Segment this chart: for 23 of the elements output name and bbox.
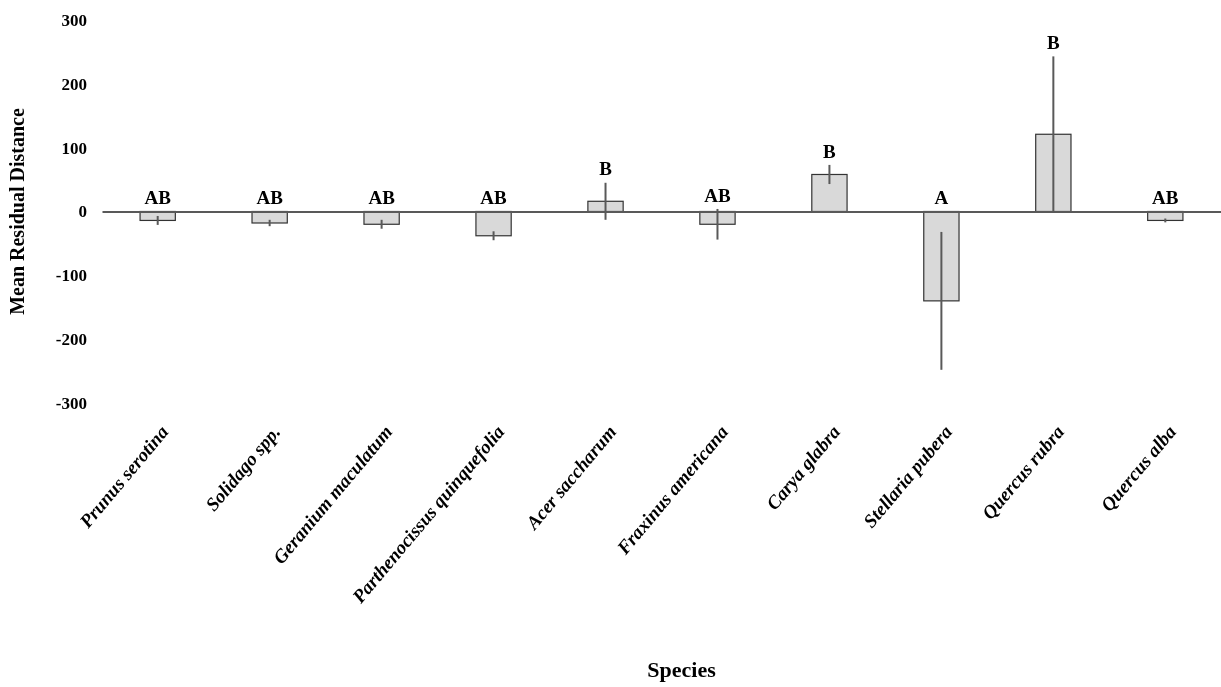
y-tick-label: 100 (61, 138, 87, 158)
bar (811, 173, 848, 213)
y-tick-label: 0 (78, 202, 87, 222)
annotation: AB (480, 187, 508, 209)
bar (923, 210, 960, 302)
y-axis-title: Mean Residual Distance (6, 108, 28, 315)
annotation: B (1047, 32, 1060, 54)
bar (1035, 133, 1072, 213)
annotation: AB (256, 187, 284, 209)
annotation: A (934, 187, 949, 209)
y-tick-label: 300 (61, 10, 87, 30)
annotation: AB (368, 187, 396, 209)
annotation: B (599, 158, 613, 180)
bar (475, 210, 512, 237)
annotation: AB (144, 187, 172, 209)
annotation: B (823, 140, 837, 162)
annotation: AB (704, 184, 731, 206)
y-tick-label: 200 (61, 74, 87, 94)
annotation: AB (1152, 187, 1179, 209)
y-tick-label: -300 (55, 393, 87, 413)
y-tick-label: -200 (55, 330, 87, 350)
y-tick-label: -100 (55, 266, 87, 286)
x-axis-title: Species (647, 657, 717, 682)
